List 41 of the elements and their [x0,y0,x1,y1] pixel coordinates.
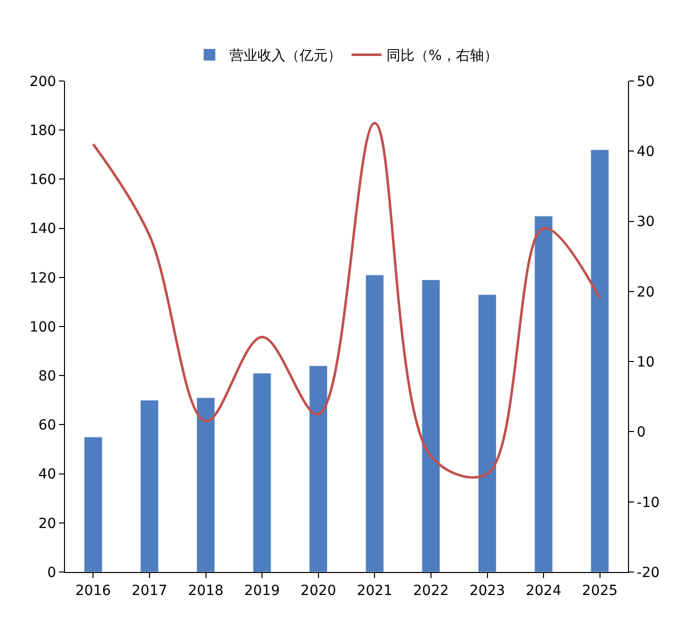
y-tick-label: 180 [29,123,56,139]
bar [84,436,102,572]
y2-tick-label: -10 [636,494,660,511]
y2-tick-label: 0 [636,424,646,441]
x-tick-label: 2018 [188,582,224,599]
x-tick-label: 2024 [526,582,562,599]
x-tick-label: 2016 [75,582,112,599]
y-tick-label: 60 [38,418,56,434]
legend-label: 营业收入（亿元） [230,48,342,64]
y2-tick-label: 30 [636,214,655,230]
bar [309,366,328,572]
bar [534,216,553,572]
y2-tick-label: 40 [636,144,655,160]
legend-label: 同比（%，右轴） [386,48,498,64]
y-tick-label: 20 [38,516,56,532]
bar [196,397,216,572]
y-tick-label: 120 [29,270,56,286]
bar [422,280,440,572]
x-tick-label: 2023 [469,582,506,599]
y2-tick-label: 20 [636,284,655,300]
y-tick-label: 100 [29,319,56,336]
y-tick-label: 200 [29,74,56,90]
bar [590,149,610,572]
bar [478,294,497,572]
x-tick-label: 2021 [356,582,392,599]
y-tick-label: 0 [47,564,56,581]
y-tick-label: 160 [29,172,56,188]
y2-tick-label: 10 [636,354,655,370]
y-tick-label: 80 [38,368,56,384]
bar [140,400,159,572]
bar [252,372,272,572]
y-tick-label: 140 [29,221,56,238]
x-tick-label: 2017 [132,582,168,599]
x-tick-label: 2019 [244,582,280,599]
y-tick-label: 40 [38,466,56,483]
bar [365,274,384,572]
x-tick-label: 2020 [300,582,336,599]
y2-tick-label: -20 [636,564,660,581]
x-tick-label: 2025 [582,582,618,599]
y2-tick-label: 50 [636,74,655,90]
x-tick-label: 2022 [413,582,449,599]
